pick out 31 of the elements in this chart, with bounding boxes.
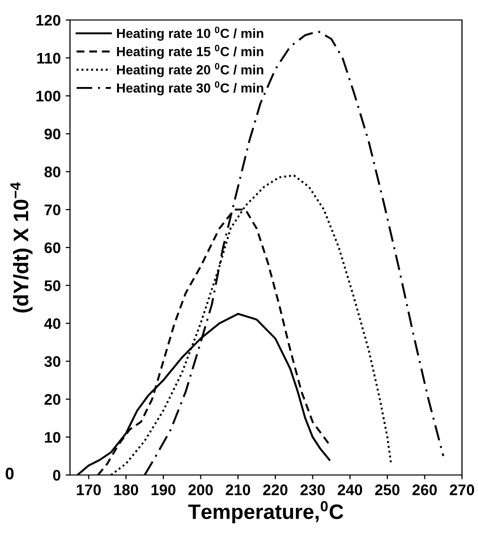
x-tick-label: 210 bbox=[226, 484, 250, 496]
x-tick-label: 170 bbox=[76, 484, 101, 496]
y-tick-label: 80 bbox=[44, 166, 60, 178]
x-tick-label: 180 bbox=[114, 484, 138, 496]
x-axis-title: Temperature,$^{0}$C bbox=[188, 501, 344, 524]
y-tick-label: 30 bbox=[44, 356, 60, 367]
y-axis-title: (dY/dt) X 10$^{−4}$ bbox=[10, 182, 32, 313]
y-tick-label: 120 bbox=[36, 14, 60, 26]
y-tick-label: 20 bbox=[44, 394, 60, 405]
x-tick-label: 230 bbox=[300, 484, 325, 496]
x-tick-label: 220 bbox=[263, 484, 288, 496]
legend-label: Heating rate 30 $^{0}$C / min bbox=[117, 81, 264, 96]
legend-label: Heating rate 15 $^{0}$C / min bbox=[117, 44, 264, 59]
y-tick-label: 90 bbox=[44, 128, 60, 140]
x-tick-label: 270 bbox=[450, 484, 474, 496]
y-tick-label: 70 bbox=[44, 204, 60, 216]
y-tick-label: 0 bbox=[53, 470, 60, 481]
x-tick-label: 200 bbox=[188, 484, 213, 496]
y-tick-label: 40 bbox=[44, 318, 60, 330]
legend-label: Heating rate 20 $^{0}$C / min bbox=[117, 63, 264, 78]
x-tick-label: 260 bbox=[412, 484, 437, 496]
text: 0 bbox=[6, 468, 14, 480]
x-tick-label: 250 bbox=[375, 484, 400, 496]
y-tick-label: 60 bbox=[44, 242, 60, 254]
y-tick-label: 100 bbox=[36, 90, 60, 102]
legend-label: Heating rate 10 $^{0}$C / min bbox=[117, 26, 264, 41]
y-tick-label: 10 bbox=[44, 432, 60, 443]
x-tick-label: 190 bbox=[152, 484, 176, 496]
x-tick-label: 240 bbox=[338, 484, 362, 496]
y-tick-label: 110 bbox=[37, 52, 60, 64]
y-tick-label: 50 bbox=[44, 280, 60, 292]
